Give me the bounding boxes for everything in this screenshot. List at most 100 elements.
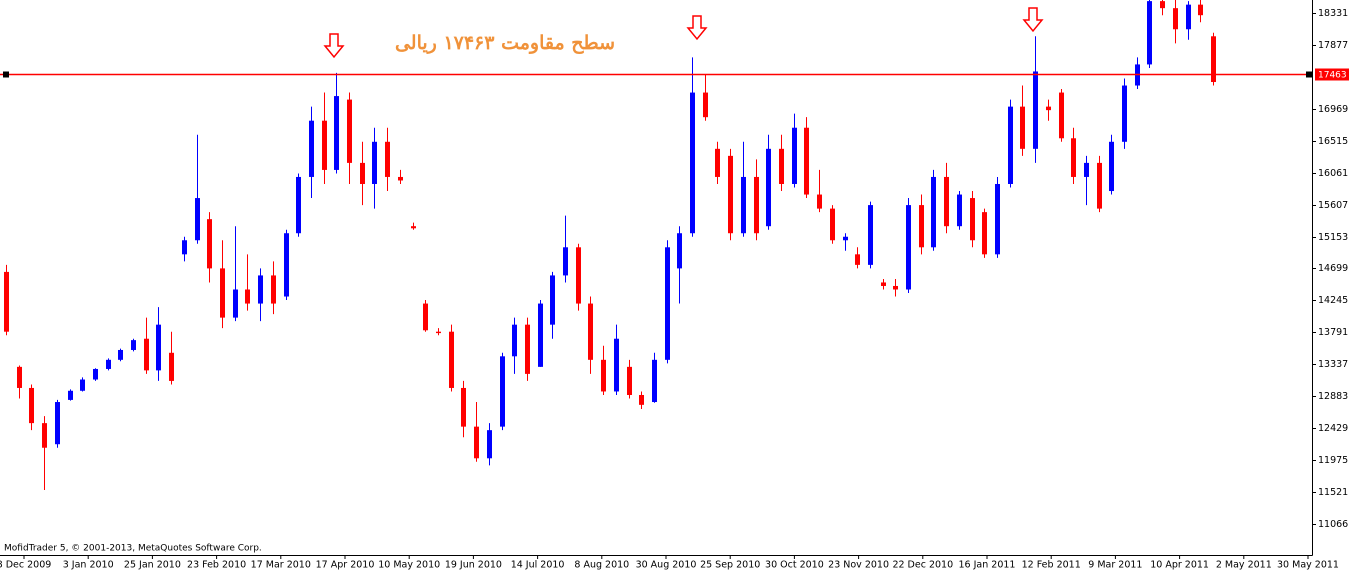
candle-body xyxy=(169,352,174,381)
candle-body xyxy=(271,275,276,304)
candle-body xyxy=(817,194,822,209)
candle-body xyxy=(715,148,720,177)
candle-body xyxy=(245,289,250,304)
candle-body xyxy=(652,359,657,403)
candle-body xyxy=(1109,141,1114,192)
candle-body xyxy=(893,285,898,290)
candle-body xyxy=(461,387,466,427)
x-tick-label: 19 Jun 2010 xyxy=(445,560,502,571)
y-tick-label: 13337 xyxy=(1318,359,1348,370)
candle-body xyxy=(1046,106,1051,111)
candle-body xyxy=(830,208,835,241)
candle-body xyxy=(1020,106,1025,149)
candle-body xyxy=(639,394,644,405)
candle-body xyxy=(17,366,22,388)
arrow xyxy=(323,33,345,59)
candle-body xyxy=(106,359,111,369)
candle-body xyxy=(1198,4,1203,16)
candle-body xyxy=(68,390,73,400)
candle-body xyxy=(766,148,771,227)
arrows xyxy=(323,7,1044,59)
candle-body xyxy=(779,148,784,184)
candle-body xyxy=(1097,162,1102,209)
y-tick-label: 15153 xyxy=(1318,232,1348,243)
candle-body xyxy=(55,402,60,445)
candle-body xyxy=(677,233,682,269)
candle-body xyxy=(4,271,9,332)
candle-body xyxy=(525,324,530,374)
candle-body xyxy=(93,368,98,380)
candle-body xyxy=(500,356,505,427)
candle-body xyxy=(944,176,949,227)
candle-body xyxy=(1160,1,1165,9)
candle-body xyxy=(690,92,695,234)
x-tick-label: 8 Dec 2009 xyxy=(0,560,51,571)
candle-body xyxy=(576,247,581,304)
x-tick-label: 14 Jul 2010 xyxy=(511,560,565,571)
x-tick-label: 16 Jan 2011 xyxy=(959,560,1016,571)
candle-body xyxy=(665,247,670,360)
candle-body xyxy=(309,120,314,177)
candle-body xyxy=(1059,92,1064,139)
candle-body xyxy=(1033,71,1038,149)
annotation: سطح مقاومت ۱۷۴۶۳ ریالی xyxy=(395,32,615,54)
candle-body xyxy=(258,275,263,304)
candle-body xyxy=(347,99,352,163)
candle-body xyxy=(728,155,733,234)
y-tick-label: 13791 xyxy=(1318,327,1348,338)
candle-body xyxy=(741,176,746,234)
candle-body xyxy=(449,331,454,388)
y-tick-label: 16515 xyxy=(1318,136,1348,147)
candle-body xyxy=(296,176,301,234)
candle-body xyxy=(995,183,1000,255)
y-tick-label: 18331 xyxy=(1318,8,1348,19)
x-tick-label: 2 May 2011 xyxy=(1216,560,1272,571)
candle-body xyxy=(334,96,339,170)
candle-body xyxy=(931,176,936,248)
candle-body xyxy=(843,236,848,241)
candle-body xyxy=(703,92,708,118)
candle-body xyxy=(855,254,860,265)
candle-body xyxy=(29,387,34,424)
candle-body xyxy=(436,331,441,334)
y-tick-label: 14245 xyxy=(1318,295,1348,306)
line-handle xyxy=(3,71,9,78)
candle-body xyxy=(1071,138,1076,177)
credit: MofidTrader 5, © 2001-2013, MetaQuotes S… xyxy=(4,544,262,554)
candle-body xyxy=(487,430,492,459)
candle-body xyxy=(1147,1,1152,65)
candle-body xyxy=(80,379,85,391)
x-tick-label: 30 May 2011 xyxy=(1277,560,1339,571)
resistance-label: 17463 xyxy=(1318,71,1347,81)
candle-body xyxy=(1084,162,1089,177)
candle-body xyxy=(754,176,759,234)
candle-body xyxy=(804,127,809,195)
candle-body xyxy=(906,205,911,290)
candle-body xyxy=(182,240,187,255)
candle-body xyxy=(512,324,517,357)
x-tick-label: 12 Feb 2011 xyxy=(1022,560,1081,571)
x-tick-label: 23 Feb 2010 xyxy=(187,560,246,571)
candle-body xyxy=(372,141,377,184)
y-tick-label: 16969 xyxy=(1318,104,1348,115)
candle-body xyxy=(550,275,555,325)
plot-area xyxy=(4,0,1216,490)
candle-body xyxy=(1008,106,1013,184)
candle-body xyxy=(1186,4,1191,30)
y-tick-label: 11521 xyxy=(1318,487,1348,498)
candle-body xyxy=(538,303,543,367)
y-tick-label: 17877 xyxy=(1318,40,1348,51)
candle-body xyxy=(156,324,161,371)
candle-body xyxy=(563,247,568,276)
candle-body xyxy=(131,340,136,350)
x-tick-label: 17 Mar 2010 xyxy=(251,560,311,571)
y-tick-label: 12429 xyxy=(1318,423,1348,434)
candle-body xyxy=(42,423,47,448)
candle-body xyxy=(1173,8,1178,30)
y-tick-label: 16061 xyxy=(1318,168,1348,179)
candle-body xyxy=(144,338,149,371)
x-tick-label: 10 Apr 2011 xyxy=(1150,560,1209,571)
y-tick-label: 11066 xyxy=(1318,519,1348,530)
x-tick-label: 22 Dec 2010 xyxy=(892,560,953,571)
candle-body xyxy=(423,303,428,331)
